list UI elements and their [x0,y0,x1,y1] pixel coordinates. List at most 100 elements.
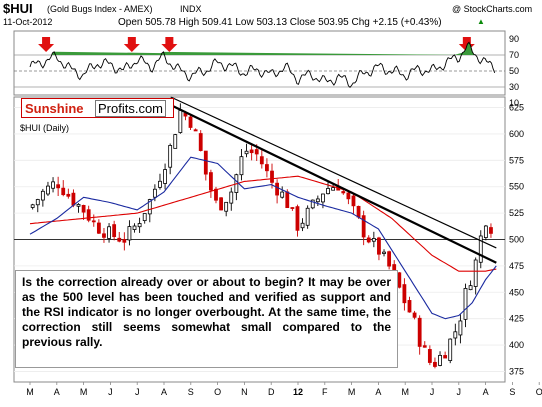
candle-body [224,201,229,212]
candle-body [117,237,122,242]
month-tick-label: 12 [293,387,303,397]
candle-body [300,222,305,229]
month-tick-label: A [375,387,381,397]
month-x-ticks: M A M J J A S O N D 12 F M A M J J A S O [26,382,542,397]
candle-body [310,199,315,209]
candle-body [40,190,45,201]
candle-body [61,187,66,196]
candle-body [422,345,427,348]
rsi-y-ticks: 90 70 50 30 10 [509,34,519,108]
sunshine-profits-logo: Sunshine Profits.com [21,98,174,118]
rsi-tick-label: 70 [509,50,519,60]
month-tick-label: A [161,387,167,397]
candle-body [382,251,386,254]
candle-body [127,226,132,241]
candle-body [102,233,106,238]
price-tick-label: 600 [509,129,524,139]
price-tick-label: 500 [509,235,524,245]
candle-body [397,272,402,288]
candle-body [249,149,254,154]
candle-body [239,156,244,176]
candle-body [489,227,493,234]
candle-body [331,187,336,191]
candle-body [387,251,392,267]
price-tick-label: 575 [509,155,524,165]
candle-body [321,193,325,203]
candle-body [417,317,422,347]
symbol: $HUI [3,1,33,16]
candle-body [468,285,473,291]
candle-body [35,199,40,206]
month-tick-label: O [536,387,542,397]
exchange: INDX [180,4,202,14]
candle-body [366,237,371,243]
trendline [170,96,497,249]
month-tick-label: S [509,387,515,397]
candle-body [76,204,81,207]
rsi-tick-label: 10 [509,98,519,108]
candle-body [142,213,147,222]
month-tick-label: J [430,387,435,397]
month-tick-label: F [322,387,328,397]
candle-body [107,226,111,239]
candle-body [132,225,137,230]
candle-body [473,259,478,287]
candle-body [46,185,50,195]
logo-profits-text: Profits.com [95,100,167,117]
price-tick-label: 475 [509,261,524,271]
candle-body [173,134,178,149]
quote-date: 11-Oct-2012 [3,17,52,27]
rsi-panel [13,30,506,96]
candle-body [259,156,264,165]
candle-body [30,204,35,208]
month-tick-label: D [268,387,275,397]
candle-body [275,182,279,196]
candle-body [163,169,167,184]
candle-body [463,288,468,320]
candle-body [244,150,249,155]
candle-body [96,222,101,234]
candle-body [371,238,376,242]
candle-body [51,181,55,189]
month-tick-label: M [348,387,356,397]
copyright: @ StockCharts.com [452,4,532,14]
annotation-box: Is the correction already over or about … [15,270,398,368]
candle-body [478,235,483,263]
candle-body [158,180,162,188]
candle-body [356,205,361,218]
candle-body [265,164,269,172]
price-tick-label: 550 [509,182,524,192]
candle-body [66,193,71,197]
candle-body [188,116,193,128]
rsi-tick-label: 50 [509,66,519,76]
month-tick-label: S [188,387,194,397]
price-tick-label: 450 [509,287,524,297]
candle-body [326,188,330,195]
month-tick-label: M [401,387,409,397]
candle-body [443,355,448,359]
candle-body [453,331,458,339]
candle-body [147,199,152,215]
price-y-ticks: 375 400 425 450 475 500 525 550 575 600 625 [509,103,524,377]
candle-body [483,225,488,238]
candle-body [229,191,234,204]
quote-line: Open 505.78 High 509.41 Low 503.13 Close… [118,17,442,28]
month-tick-label: O [214,387,221,397]
candle-body [122,239,127,243]
candle-body [198,133,203,151]
candle-body [254,149,259,155]
candle-body [280,191,285,198]
moving-average-blue [29,156,497,320]
candle-body [270,170,274,183]
candle-body [438,354,442,366]
candle-body [178,110,183,133]
candle-body [193,129,198,132]
candle-body [56,184,61,189]
price-tick-label: 375 [509,366,524,376]
red-down-arrow [38,37,55,52]
rsi-tick-label: 30 [509,82,519,92]
candle-body [377,237,381,255]
candle-body [71,192,76,206]
month-tick-label: N [241,387,248,397]
